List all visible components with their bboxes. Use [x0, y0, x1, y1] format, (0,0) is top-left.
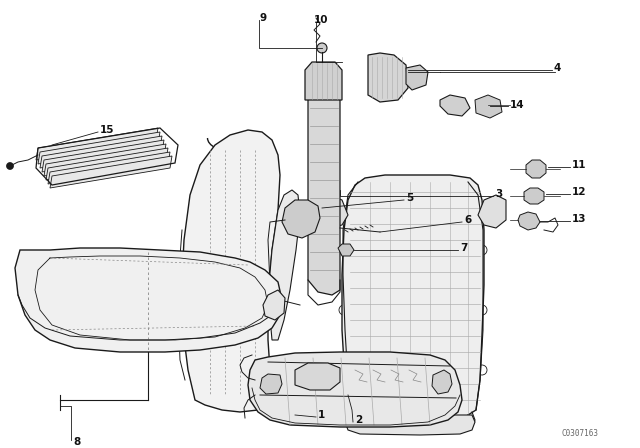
Circle shape [339, 305, 349, 315]
Polygon shape [368, 53, 408, 102]
Circle shape [531, 193, 537, 199]
Polygon shape [268, 190, 300, 340]
Polygon shape [248, 352, 462, 427]
Text: 6: 6 [464, 215, 471, 225]
Circle shape [348, 222, 356, 230]
Polygon shape [48, 152, 170, 184]
Polygon shape [406, 65, 428, 90]
Polygon shape [282, 200, 320, 238]
Polygon shape [338, 244, 354, 256]
Circle shape [6, 163, 13, 169]
Circle shape [477, 245, 487, 255]
Text: 15: 15 [100, 125, 115, 135]
Text: 9: 9 [259, 13, 266, 23]
Polygon shape [263, 290, 285, 320]
Text: 1: 1 [318, 410, 325, 420]
Text: 8: 8 [73, 437, 80, 447]
Text: 10: 10 [314, 15, 328, 25]
Text: 5: 5 [406, 193, 413, 203]
Polygon shape [38, 132, 160, 164]
Polygon shape [478, 195, 506, 228]
Polygon shape [518, 212, 540, 230]
Text: 7: 7 [460, 243, 467, 253]
Polygon shape [15, 248, 282, 352]
Polygon shape [320, 195, 348, 228]
Text: 13: 13 [572, 214, 586, 224]
Circle shape [339, 365, 349, 375]
Polygon shape [526, 160, 546, 178]
Polygon shape [46, 148, 168, 180]
Polygon shape [182, 130, 280, 412]
Circle shape [317, 43, 327, 53]
Polygon shape [305, 62, 342, 100]
Text: 14: 14 [510, 100, 525, 110]
Polygon shape [42, 140, 164, 172]
Polygon shape [345, 415, 475, 435]
Circle shape [477, 365, 487, 375]
Text: 12: 12 [572, 187, 586, 197]
Polygon shape [295, 363, 340, 390]
Polygon shape [50, 156, 172, 188]
Polygon shape [342, 175, 484, 422]
Circle shape [532, 165, 540, 173]
Text: 2: 2 [355, 415, 362, 425]
Text: 4: 4 [554, 63, 561, 73]
Polygon shape [44, 144, 166, 176]
Text: 11: 11 [572, 160, 586, 170]
Polygon shape [36, 128, 158, 160]
Polygon shape [440, 95, 470, 116]
Polygon shape [308, 92, 340, 295]
Polygon shape [475, 95, 502, 118]
Circle shape [343, 247, 349, 253]
Circle shape [339, 245, 349, 255]
Circle shape [477, 305, 487, 315]
Polygon shape [40, 136, 162, 168]
Polygon shape [432, 370, 452, 394]
Polygon shape [524, 188, 544, 204]
Text: C0307163: C0307163 [561, 429, 598, 438]
Polygon shape [260, 374, 282, 394]
Text: 3: 3 [495, 189, 502, 199]
